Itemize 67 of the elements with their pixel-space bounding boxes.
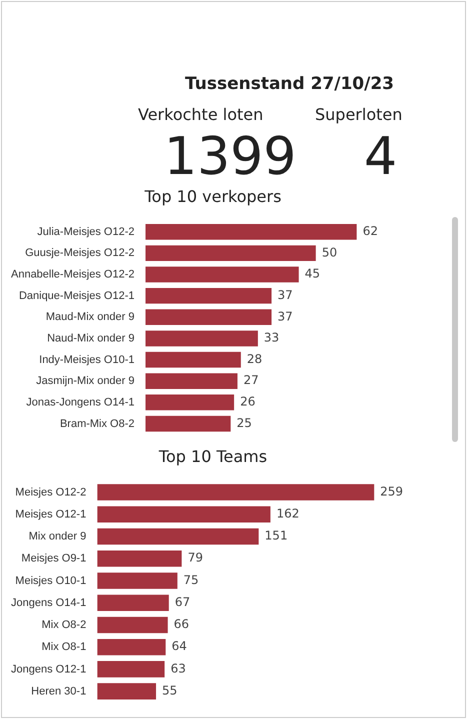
bar <box>97 683 156 700</box>
data-label: 151 <box>264 528 288 543</box>
y-tick-label: Mix O8-1 <box>42 641 86 654</box>
chart-title: Top 10 verkopers <box>144 186 282 206</box>
y-tick-label: Julia-Meisjes O12-2 <box>37 226 135 238</box>
bar <box>146 266 299 282</box>
y-tick-label: Jongens O14-1 <box>11 596 86 609</box>
data-label: 37 <box>278 309 293 324</box>
bar <box>146 309 272 326</box>
y-tick-label: Meisjes O12-1 <box>15 508 86 520</box>
y-tick-label: Jongens O12-1 <box>11 663 86 676</box>
data-label: 162 <box>276 506 300 521</box>
y-tick-label: Jasmijn-Mix onder 9 <box>36 375 135 388</box>
text: Superloten <box>315 105 402 124</box>
data-label: 26 <box>240 394 256 409</box>
data-label: 37 <box>278 288 293 302</box>
text: 1399 <box>164 127 296 187</box>
data-label: 50 <box>322 245 338 260</box>
data-label: 55 <box>162 683 178 698</box>
bar <box>146 394 234 410</box>
bar <box>146 330 258 346</box>
bar <box>97 506 270 523</box>
data-label: 66 <box>174 617 190 632</box>
bar <box>146 416 231 432</box>
data-label: 28 <box>246 352 262 366</box>
bar <box>146 245 316 262</box>
data-label: 33 <box>264 330 280 345</box>
y-tick-label: Meisjes O12-2 <box>15 486 86 498</box>
bar <box>97 528 259 545</box>
data-label: 27 <box>243 373 259 388</box>
bar <box>97 616 168 634</box>
text: Tussenstand 27/10/23 <box>185 74 394 94</box>
data-label: 25 <box>236 416 252 430</box>
bar <box>97 572 178 589</box>
bar <box>97 550 182 567</box>
text: Verkochte loten <box>138 105 264 124</box>
bar <box>97 638 166 656</box>
y-tick-label: Mix onder 9 <box>28 530 86 543</box>
data-label: 45 <box>304 266 320 281</box>
data-label: 63 <box>170 661 186 676</box>
y-tick-label: Meisjes O10-1 <box>15 574 86 587</box>
y-tick-label: Heren 30-1 <box>31 685 86 698</box>
bar <box>97 594 169 612</box>
bar <box>146 288 272 304</box>
data-label: 79 <box>188 550 203 565</box>
bar <box>146 224 357 240</box>
bar <box>146 373 238 389</box>
y-tick-label: Bram-Mix O8-2 <box>60 418 135 430</box>
y-tick-label: Annabelle-Meisjes O12-2 <box>10 268 135 281</box>
bar <box>97 661 165 678</box>
bar <box>146 352 241 368</box>
data-label: 62 <box>362 224 378 238</box>
y-tick-label: Maud-Mix onder 9 <box>46 311 135 324</box>
bar <box>97 484 374 500</box>
y-tick-label: Mix O8-2 <box>42 619 86 632</box>
data-label: 67 <box>174 594 190 609</box>
data-label: 64 <box>172 639 187 654</box>
y-tick-label: Jonas-Jongens O14-1 <box>26 396 135 408</box>
y-tick-label: Guusje-Meisjes O12-2 <box>25 247 135 260</box>
y-tick-label: Meisjes O9-1 <box>21 552 86 565</box>
y-tick-label: Danique-Meisjes O12-1 <box>18 290 135 302</box>
chart-title: Top 10 Teams <box>158 446 268 466</box>
y-tick-label: Naud-Mix onder 9 <box>47 332 135 344</box>
y-tick-label: Indy-Meisjes O10-1 <box>39 354 135 366</box>
data-label: 259 <box>380 484 404 498</box>
data-label: 75 <box>183 572 199 587</box>
text: 4 <box>364 127 398 187</box>
